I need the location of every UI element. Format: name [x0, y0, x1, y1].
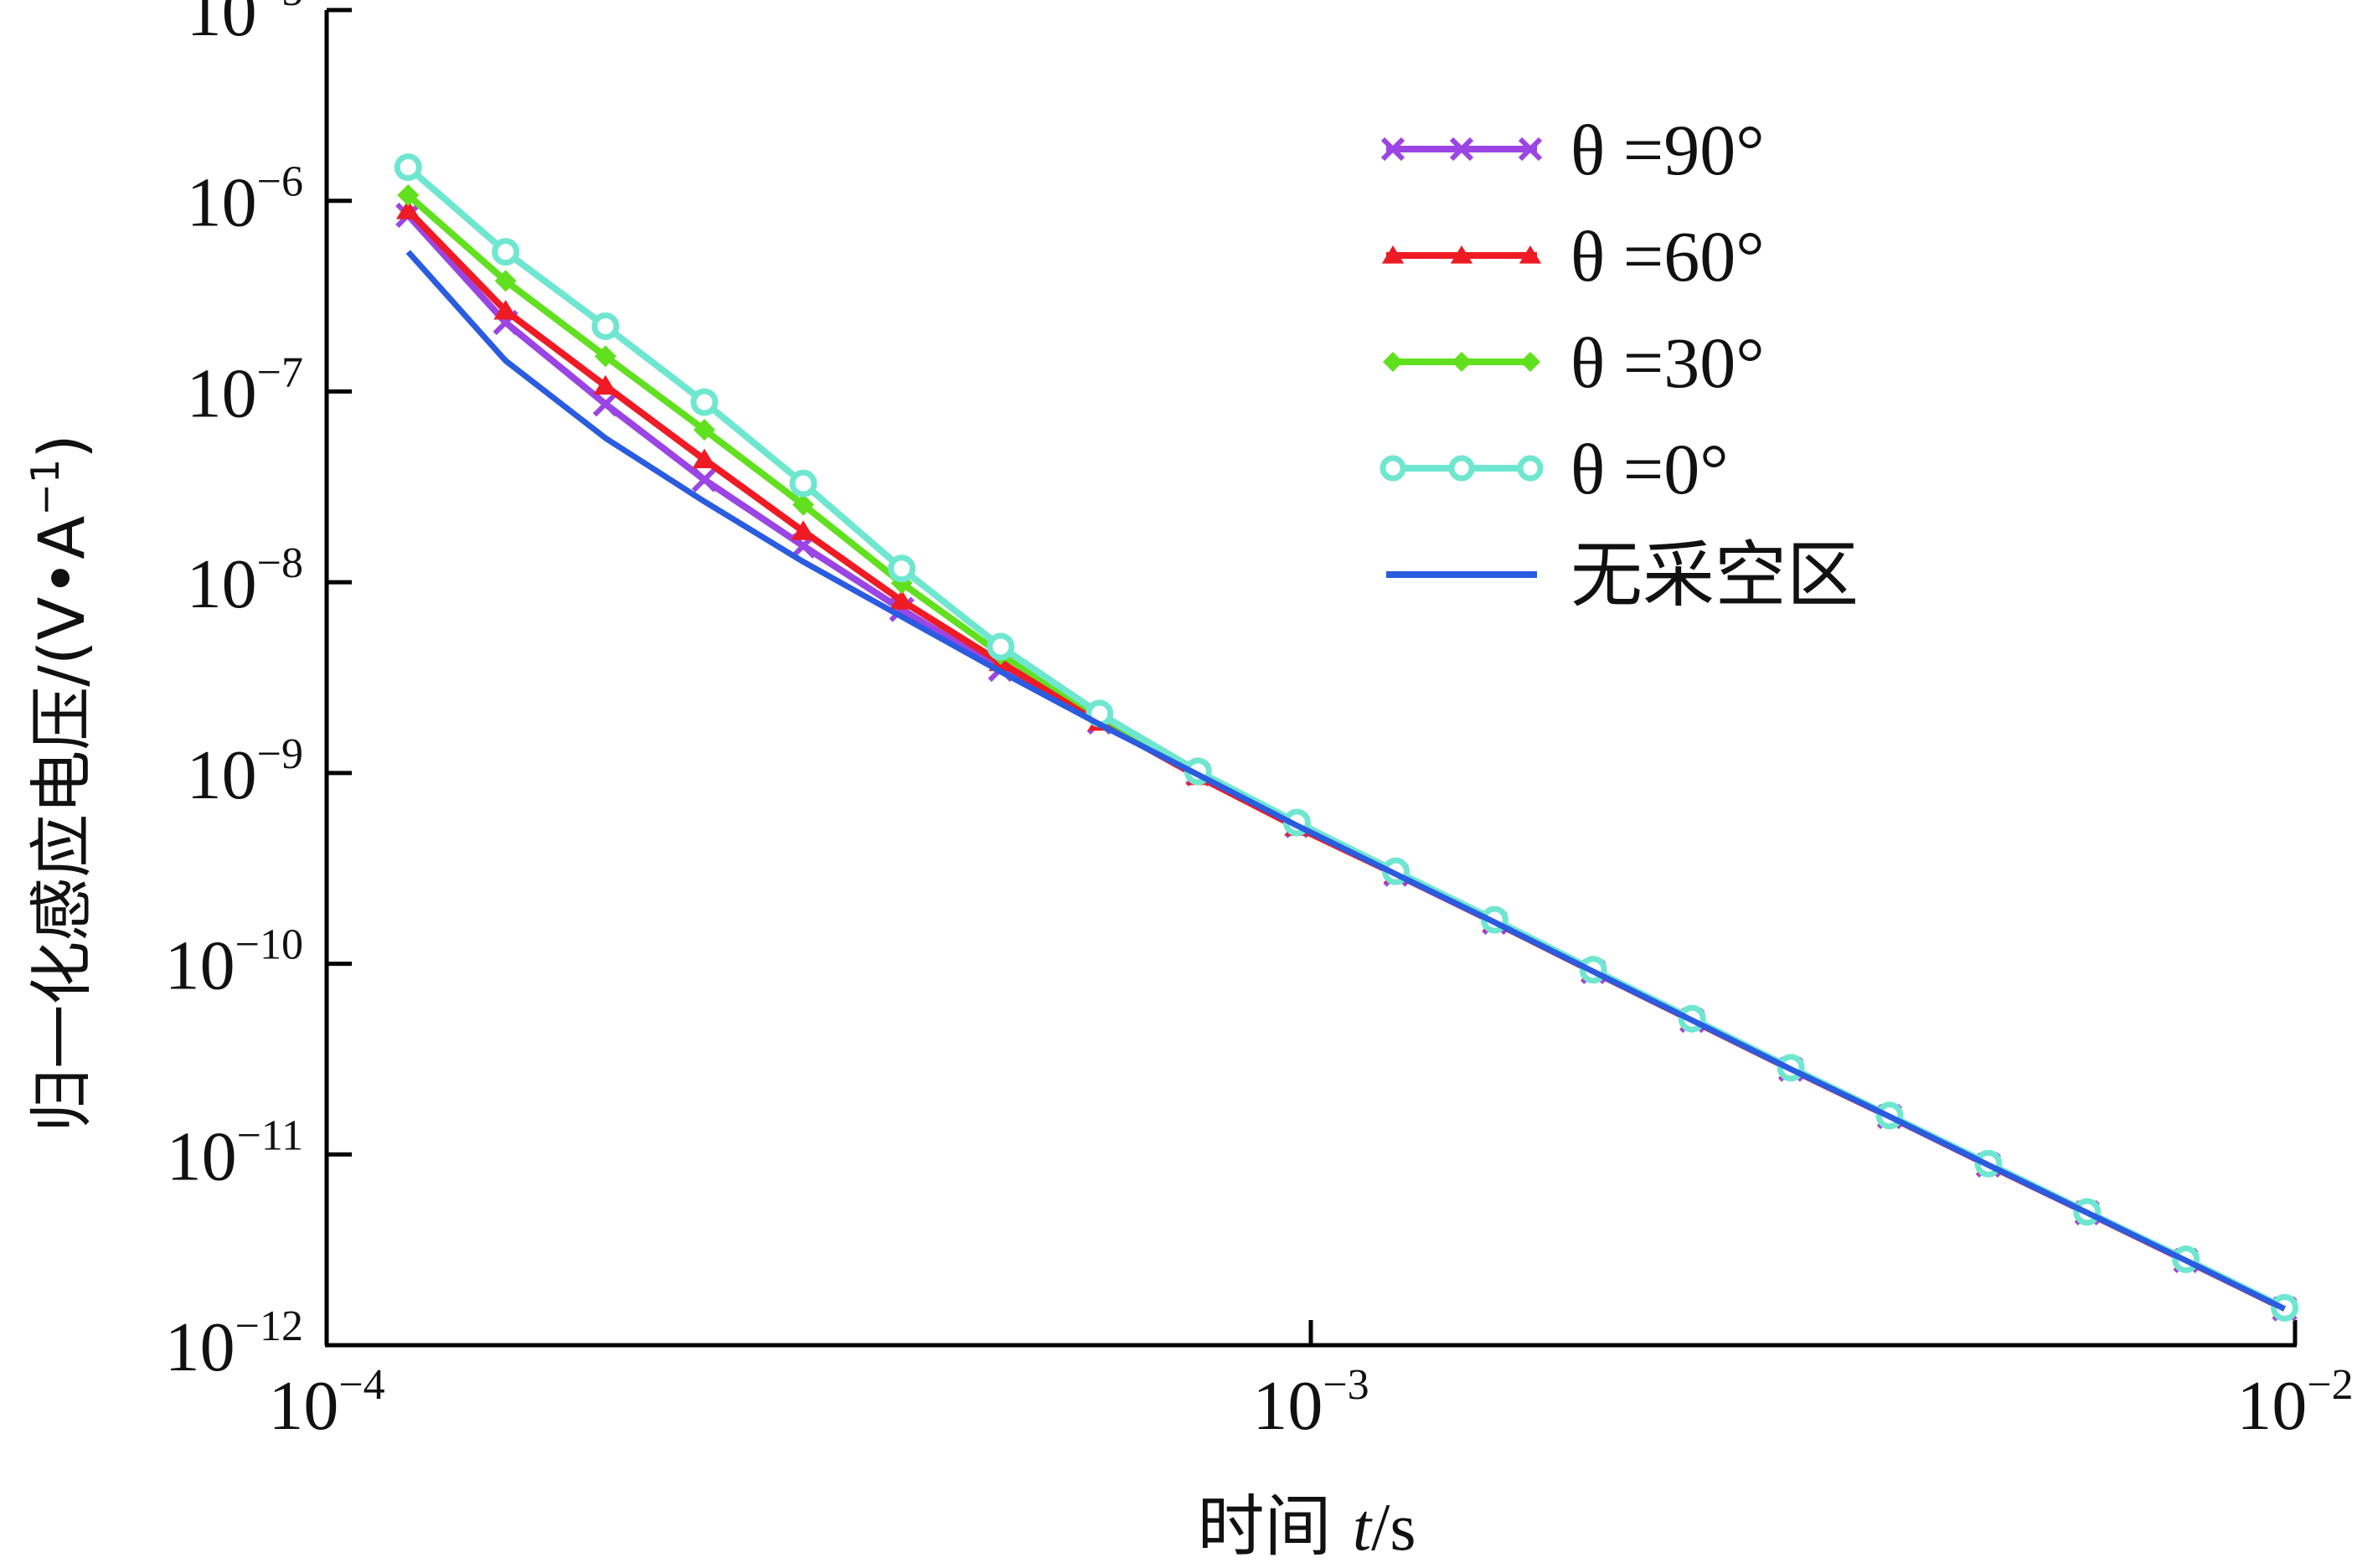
- y-tick-label: 10−11: [167, 1112, 303, 1195]
- y-tick-label: 10−12: [165, 1302, 303, 1386]
- data-point: [1448, 455, 1475, 482]
- x-tick-label: 10−4: [268, 1361, 384, 1445]
- data-point: [1452, 352, 1472, 372]
- data-point: [394, 153, 422, 182]
- plot-area: [394, 153, 2299, 1322]
- legend-item: θ =30°: [1383, 322, 1765, 403]
- legend-label: θ =60°: [1570, 216, 1765, 297]
- data-point: [395, 199, 420, 219]
- data-point: [791, 520, 816, 540]
- series-line: [405, 213, 2287, 1313]
- series-2: [397, 184, 2296, 1320]
- data-point: [397, 184, 420, 207]
- data-point: [691, 467, 718, 493]
- data-point: [493, 300, 518, 320]
- axes: 10−12 10−11 10−10 10−9 10−8 10−7 10−6 10−5 10−4 1…: [165, 0, 2354, 1445]
- data-point: [890, 590, 914, 610]
- y-axis-title: 归一化感应电压/(V•A−1): [23, 434, 99, 1132]
- x-tick-label: 10−3: [1252, 1361, 1369, 1445]
- y-tick-label: 10−8: [187, 539, 303, 623]
- legend-item: θ =60°: [1381, 216, 1765, 297]
- data-point: [1381, 245, 1405, 264]
- y-tick-label: 10−9: [187, 730, 303, 814]
- data-point: [1450, 245, 1473, 264]
- y-tick-label: 10−5: [187, 0, 303, 51]
- data-point: [1518, 137, 1543, 162]
- data-point: [692, 448, 717, 469]
- data-point: [592, 391, 619, 417]
- series-1: [395, 199, 2297, 1318]
- legend-label: θ =0°: [1570, 429, 1729, 509]
- series-line: [405, 250, 2287, 1312]
- data-point: [792, 493, 815, 516]
- data-point: [594, 345, 616, 368]
- data-point: [690, 388, 719, 416]
- y-tick-label: 10−6: [187, 158, 303, 242]
- data-point: [1519, 245, 1542, 264]
- data-point: [1383, 352, 1403, 372]
- series-line: [405, 208, 2287, 1313]
- data-point: [492, 238, 520, 266]
- legend-label: θ =30°: [1570, 322, 1765, 403]
- series-0: [395, 202, 2298, 1322]
- data-point: [593, 374, 618, 395]
- data-point: [1517, 455, 1544, 482]
- series-line: [405, 193, 2287, 1312]
- legend-item: θ =0°: [1380, 429, 1729, 509]
- legend: θ =90° θ =60° θ =30° θ =0° 无采空区: [1380, 110, 1859, 616]
- y-tick-label: 10−7: [187, 348, 303, 432]
- legend-label: θ =90°: [1570, 110, 1765, 190]
- legend-item: 无采空区: [1386, 535, 1859, 616]
- series-line: [405, 164, 2287, 1311]
- data-point: [693, 419, 715, 441]
- x-tick-label: 10−2: [2236, 1361, 2353, 1445]
- series-4: [405, 250, 2287, 1312]
- data-point: [1520, 352, 1540, 372]
- series-3: [394, 153, 2299, 1322]
- data-point: [591, 312, 620, 340]
- data-point: [1380, 137, 1405, 162]
- legend-item: θ =90°: [1380, 110, 1765, 190]
- data-point: [789, 469, 817, 498]
- data-point: [494, 270, 517, 292]
- x-axis-title: 时间 t/s: [1197, 1488, 1416, 1565]
- y-tick-label: 10−10: [165, 921, 303, 1005]
- data-point: [1380, 455, 1406, 482]
- data-point: [1449, 137, 1474, 162]
- legend-label: 无采空区: [1570, 535, 1859, 616]
- data-point: [987, 632, 1015, 661]
- axis-titles: 时间 t/s 归一化感应电压/(V•A−1): [23, 434, 1416, 1565]
- data-point: [888, 554, 916, 583]
